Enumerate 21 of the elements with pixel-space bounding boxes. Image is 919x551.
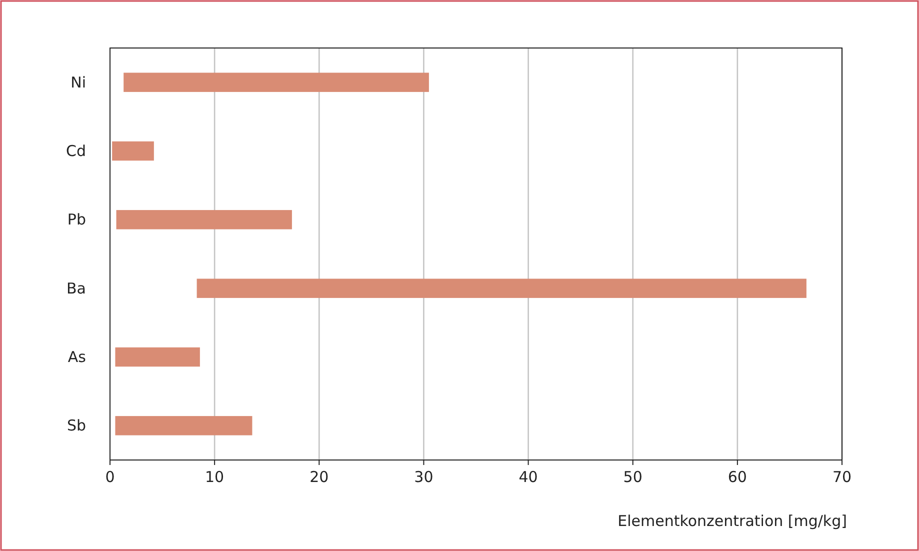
x-tick-label: 40 bbox=[518, 468, 538, 486]
y-tick-label: Ba bbox=[66, 279, 86, 298]
y-tick-label: Pb bbox=[67, 210, 86, 229]
bar bbox=[124, 72, 429, 92]
x-tick-label: 60 bbox=[728, 468, 747, 486]
bar bbox=[115, 347, 200, 367]
x-tick-label: 30 bbox=[414, 468, 434, 486]
bar bbox=[112, 141, 154, 161]
x-tick-label: 50 bbox=[623, 468, 642, 486]
bar bbox=[196, 278, 806, 298]
x-tick-label: 20 bbox=[310, 468, 329, 486]
x-axis-title: Elementkonzentration [mg/kg] bbox=[618, 512, 847, 530]
y-tick-label: Sb bbox=[66, 416, 86, 435]
x-tick-label: 70 bbox=[832, 468, 852, 486]
bar bbox=[115, 416, 252, 436]
bar bbox=[116, 210, 292, 230]
x-tick-label: 0 bbox=[105, 468, 115, 486]
y-tick-label: Ni bbox=[70, 73, 86, 92]
y-tick-label: As bbox=[68, 348, 86, 366]
y-tick-label: Cd bbox=[66, 142, 86, 160]
x-tick-label: 10 bbox=[205, 468, 224, 486]
